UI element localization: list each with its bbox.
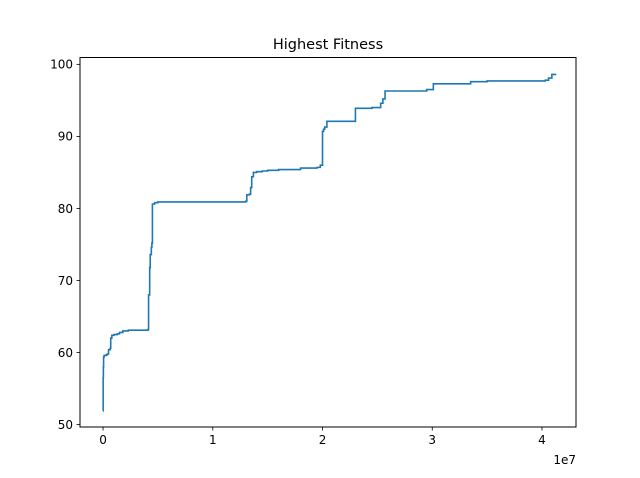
y-tick-label: 100 — [50, 58, 73, 72]
plot-area — [102, 73, 557, 412]
series-line — [102, 73, 557, 412]
x-tick-label: 0 — [99, 433, 107, 447]
y-tick-label: 80 — [58, 202, 73, 216]
x-axis: 0 1 2 3 4 — [99, 427, 546, 447]
plot-frame — [79, 57, 577, 428]
x-offset-label: 1e7 — [553, 453, 576, 467]
y-axis: 50 60 70 80 90 100 — [50, 58, 80, 432]
y-tick-label: 70 — [58, 274, 73, 288]
y-tick-label: 60 — [58, 346, 73, 360]
y-tick-label: 90 — [58, 130, 73, 144]
x-tick-label: 2 — [319, 433, 327, 447]
x-tick-label: 4 — [538, 433, 546, 447]
x-tick-label: 1 — [209, 433, 217, 447]
y-tick-label: 50 — [58, 418, 73, 432]
x-tick-label: 3 — [428, 433, 436, 447]
chart-title: Highest Fitness — [273, 37, 383, 53]
